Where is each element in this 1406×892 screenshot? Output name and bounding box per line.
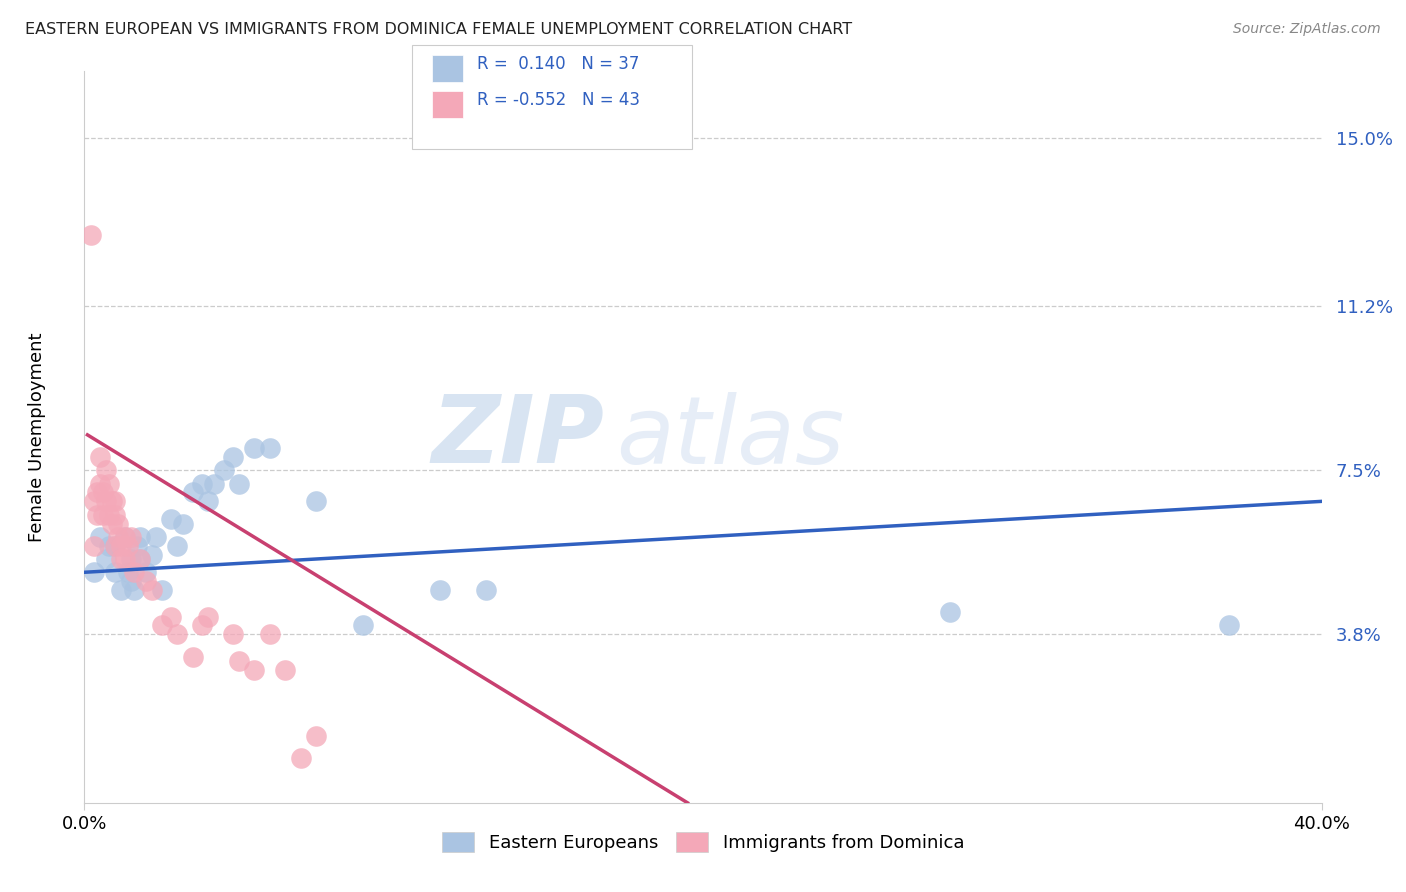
- Point: [1218, 618, 1240, 632]
- Point: [129, 552, 152, 566]
- Point: [110, 539, 132, 553]
- Point: [114, 552, 136, 566]
- Point: [122, 582, 145, 597]
- Point: [305, 494, 328, 508]
- Point: [86, 508, 108, 522]
- Point: [290, 751, 312, 765]
- Point: [110, 582, 132, 597]
- Point: [259, 627, 281, 641]
- Point: [94, 552, 117, 566]
- Point: [91, 508, 114, 522]
- Legend: Eastern Europeans, Immigrants from Dominica: Eastern Europeans, Immigrants from Domin…: [434, 824, 972, 860]
- Point: [101, 516, 124, 531]
- Text: Female Unemployment: Female Unemployment: [28, 333, 46, 541]
- Point: [160, 609, 183, 624]
- Point: [89, 530, 111, 544]
- Point: [191, 618, 214, 632]
- Point: [141, 548, 163, 562]
- Text: R = -0.552   N = 43: R = -0.552 N = 43: [477, 91, 640, 109]
- Point: [98, 508, 121, 522]
- Point: [98, 539, 121, 553]
- Point: [94, 463, 117, 477]
- Text: atlas: atlas: [616, 392, 845, 483]
- Point: [120, 552, 142, 566]
- Point: [202, 476, 225, 491]
- Point: [150, 618, 173, 632]
- Point: [243, 663, 266, 677]
- Point: [166, 539, 188, 553]
- Text: Source: ZipAtlas.com: Source: ZipAtlas.com: [1233, 22, 1381, 37]
- Point: [429, 582, 451, 597]
- Point: [939, 605, 962, 619]
- Point: [104, 508, 127, 522]
- Point: [181, 649, 204, 664]
- Point: [197, 494, 219, 508]
- Point: [150, 582, 173, 597]
- Point: [181, 485, 204, 500]
- Point: [86, 485, 108, 500]
- Point: [122, 566, 145, 580]
- Point: [129, 552, 152, 566]
- Point: [305, 729, 328, 743]
- Point: [104, 539, 127, 553]
- Text: ZIP: ZIP: [432, 391, 605, 483]
- Point: [89, 476, 111, 491]
- Point: [110, 552, 132, 566]
- Point: [83, 494, 105, 508]
- Point: [120, 574, 142, 589]
- Point: [104, 494, 127, 508]
- Point: [145, 530, 167, 544]
- Point: [475, 582, 498, 597]
- Point: [117, 566, 139, 580]
- Point: [83, 566, 105, 580]
- Point: [91, 485, 114, 500]
- Point: [83, 539, 105, 553]
- Point: [197, 609, 219, 624]
- Point: [107, 530, 129, 544]
- Point: [94, 494, 117, 508]
- Point: [172, 516, 194, 531]
- Point: [222, 450, 245, 464]
- Point: [243, 441, 266, 455]
- Point: [141, 582, 163, 597]
- Point: [98, 476, 121, 491]
- Point: [135, 574, 157, 589]
- Point: [120, 530, 142, 544]
- Point: [166, 627, 188, 641]
- Point: [114, 530, 136, 544]
- Point: [228, 476, 250, 491]
- Point: [160, 512, 183, 526]
- Text: R =  0.140   N = 37: R = 0.140 N = 37: [477, 55, 638, 73]
- Point: [274, 663, 297, 677]
- Point: [104, 539, 127, 553]
- Point: [107, 516, 129, 531]
- Point: [129, 530, 152, 544]
- Point: [117, 539, 139, 553]
- Point: [212, 463, 235, 477]
- Point: [125, 539, 148, 553]
- Point: [79, 228, 101, 243]
- Point: [191, 476, 214, 491]
- Point: [222, 627, 245, 641]
- Point: [104, 566, 127, 580]
- Point: [135, 566, 157, 580]
- Point: [101, 494, 124, 508]
- Point: [114, 530, 136, 544]
- Point: [352, 618, 374, 632]
- Point: [89, 450, 111, 464]
- Point: [228, 654, 250, 668]
- Text: EASTERN EUROPEAN VS IMMIGRANTS FROM DOMINICA FEMALE UNEMPLOYMENT CORRELATION CHA: EASTERN EUROPEAN VS IMMIGRANTS FROM DOMI…: [25, 22, 852, 37]
- Point: [259, 441, 281, 455]
